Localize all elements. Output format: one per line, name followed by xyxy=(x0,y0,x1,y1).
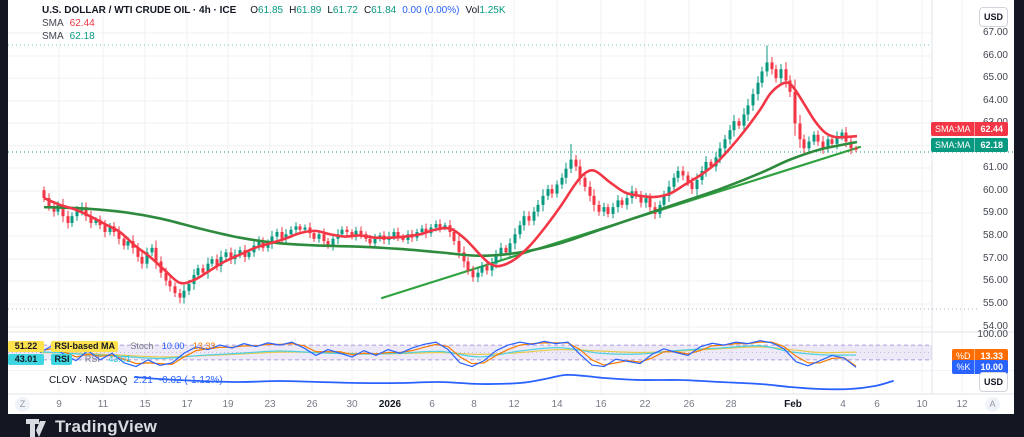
legend-title-row[interactable]: U.S. DOLLAR / WTI CRUDE OIL · 4h · ICE O6… xyxy=(42,5,506,17)
price-axis-label: 64.00 xyxy=(982,95,1008,106)
time-axis-label: 22 xyxy=(639,399,651,410)
stoch-k-tag-label: %K xyxy=(952,360,976,374)
low-value: 61.72 xyxy=(332,5,358,16)
sma-fast-tag-value: 62.44 xyxy=(980,124,1003,134)
sma-fast-label: SMA xyxy=(42,18,64,29)
rsi-value-chip: 43.01 xyxy=(8,354,44,365)
price-axis-label: 61.00 xyxy=(982,162,1008,173)
sma-fast-price-tag: SMA:MA 62.44 xyxy=(930,122,1008,136)
osc-scale-top-label: 100.00 xyxy=(977,329,1008,340)
open-value: 61.85 xyxy=(258,5,284,16)
time-axis-label: 6 xyxy=(429,399,435,410)
close-value: 61.84 xyxy=(371,5,397,16)
sma-fast-value: 62.44 xyxy=(69,18,95,29)
stoch-k-tag: %K 10.00 xyxy=(952,360,1008,374)
high-key: H xyxy=(289,5,297,16)
stoch-d-tag-label: %D xyxy=(952,349,976,363)
tradingview-logo-text: TradingView xyxy=(55,417,158,436)
timezone-button[interactable]: Z xyxy=(15,397,30,412)
time-axis-label: Feb xyxy=(784,399,802,410)
time-axis-label: 12 xyxy=(508,399,520,410)
stoch-ghost-label[interactable]: Stoch xyxy=(130,341,154,351)
price-axis-label: 57.00 xyxy=(982,253,1008,264)
stoch-d-tag-value: 13.33 xyxy=(980,351,1003,361)
time-axis-label: 8 xyxy=(471,399,477,410)
time-axis-label: 28 xyxy=(725,399,737,410)
time-axis-label: 26 xyxy=(683,399,695,410)
volume-key: Vol xyxy=(465,5,480,16)
currency-unit-button-top[interactable]: USD xyxy=(979,7,1008,27)
rsi-ma-legend-row[interactable]: 51.22 RSI-based MA Stoch 10.00 13.33 xyxy=(8,336,216,352)
compare-value: 2.21 xyxy=(133,375,153,386)
price-axis-label: 59.00 xyxy=(982,207,1008,218)
price-axis-label: 60.00 xyxy=(982,185,1008,196)
time-axis-label: 12 xyxy=(956,399,968,410)
time-axis-label: 2026 xyxy=(378,399,402,410)
tradingview-glyph-icon xyxy=(26,419,46,437)
price-axis-label: 65.00 xyxy=(982,72,1008,83)
sma-fast-tag-label: SMA:MA xyxy=(931,122,976,136)
time-axis-label: 4 xyxy=(840,399,846,410)
rsi-ghost-label[interactable]: RSI xyxy=(84,354,100,364)
time-axis-label: 15 xyxy=(139,399,151,410)
chart-canvas-background[interactable] xyxy=(8,0,1014,414)
time-axis-label: 11 xyxy=(97,399,109,410)
price-axis-label: 55.00 xyxy=(982,298,1008,309)
stoch-k-ghost-value: 10.00 xyxy=(161,341,185,351)
compare-symbol[interactable]: CLOV · NASDAQ xyxy=(49,375,128,386)
time-axis-label: 23 xyxy=(264,399,276,410)
stoch-d-ghost-value: 13.33 xyxy=(192,341,216,351)
compare-legend-row[interactable]: CLOV · NASDAQ 2.21 -0.02 (-1.12%) xyxy=(49,375,223,386)
time-axis-label: 14 xyxy=(551,399,563,410)
stoch-d-tag: %D 13.33 xyxy=(951,349,1008,363)
sma-slow-legend-row[interactable]: SMA 62.18 xyxy=(42,31,506,43)
high-value: 61.89 xyxy=(296,5,322,16)
rsi-ma-value-chip: 51.22 xyxy=(8,341,44,352)
time-axis-label: 6 xyxy=(874,399,880,410)
compare-change: -0.02 (-1.12%) xyxy=(158,375,223,386)
symbol-legend: U.S. DOLLAR / WTI CRUDE OIL · 4h · ICE O6… xyxy=(42,5,506,44)
sma-fast-legend-row[interactable]: SMA 62.44 xyxy=(42,18,506,30)
time-axis-label: 30 xyxy=(346,399,358,410)
open-key: O xyxy=(250,5,259,16)
time-axis-label: 19 xyxy=(222,399,234,410)
low-key: L xyxy=(327,5,333,16)
time-axis-label: 26 xyxy=(306,399,318,410)
oscillator-legend: 51.22 RSI-based MA Stoch 10.00 13.33 43.… xyxy=(8,336,216,365)
symbol-title[interactable]: U.S. DOLLAR / WTI CRUDE OIL · 4h · ICE xyxy=(42,5,237,16)
sma-slow-value: 62.18 xyxy=(69,31,95,42)
sma-slow-label: SMA xyxy=(42,31,64,42)
volume-value: 1.25K xyxy=(479,5,506,16)
price-axis-label: 66.00 xyxy=(982,50,1008,61)
close-key: C xyxy=(363,5,372,16)
sma-slow-tag-value: 62.18 xyxy=(980,140,1003,150)
chart-settings-button[interactable]: A xyxy=(985,397,1000,412)
change-value: 0.00 (0.00%) xyxy=(402,5,460,16)
price-axis-label: 56.00 xyxy=(982,275,1008,286)
rsi-legend-row[interactable]: 43.01 RSI RSI 43.01 xyxy=(8,349,215,365)
price-axis-label: 67.00 xyxy=(982,27,1008,38)
price-axis-label: 54.00 xyxy=(982,321,1008,332)
currency-unit-button-bottom[interactable]: USD xyxy=(979,372,1008,392)
price-axis-label: 58.00 xyxy=(982,230,1008,241)
rsi-ghost-value: 43.01 xyxy=(108,354,131,364)
rsi-ma-name-chip: RSI-based MA xyxy=(51,341,118,352)
rsi-name-chip: RSI xyxy=(51,354,73,365)
sma-slow-price-tag: SMA:MA 62.18 xyxy=(930,138,1008,152)
time-axis-label: 10 xyxy=(916,399,928,410)
time-axis-label: 17 xyxy=(181,399,193,410)
stoch-k-tag-value: 10.00 xyxy=(980,362,1003,372)
tradingview-logo[interactable]: TradingView xyxy=(26,417,157,437)
time-axis-label: 9 xyxy=(56,399,62,410)
time-axis-label: 16 xyxy=(595,399,607,410)
sma-slow-tag-label: SMA:MA xyxy=(931,138,976,152)
